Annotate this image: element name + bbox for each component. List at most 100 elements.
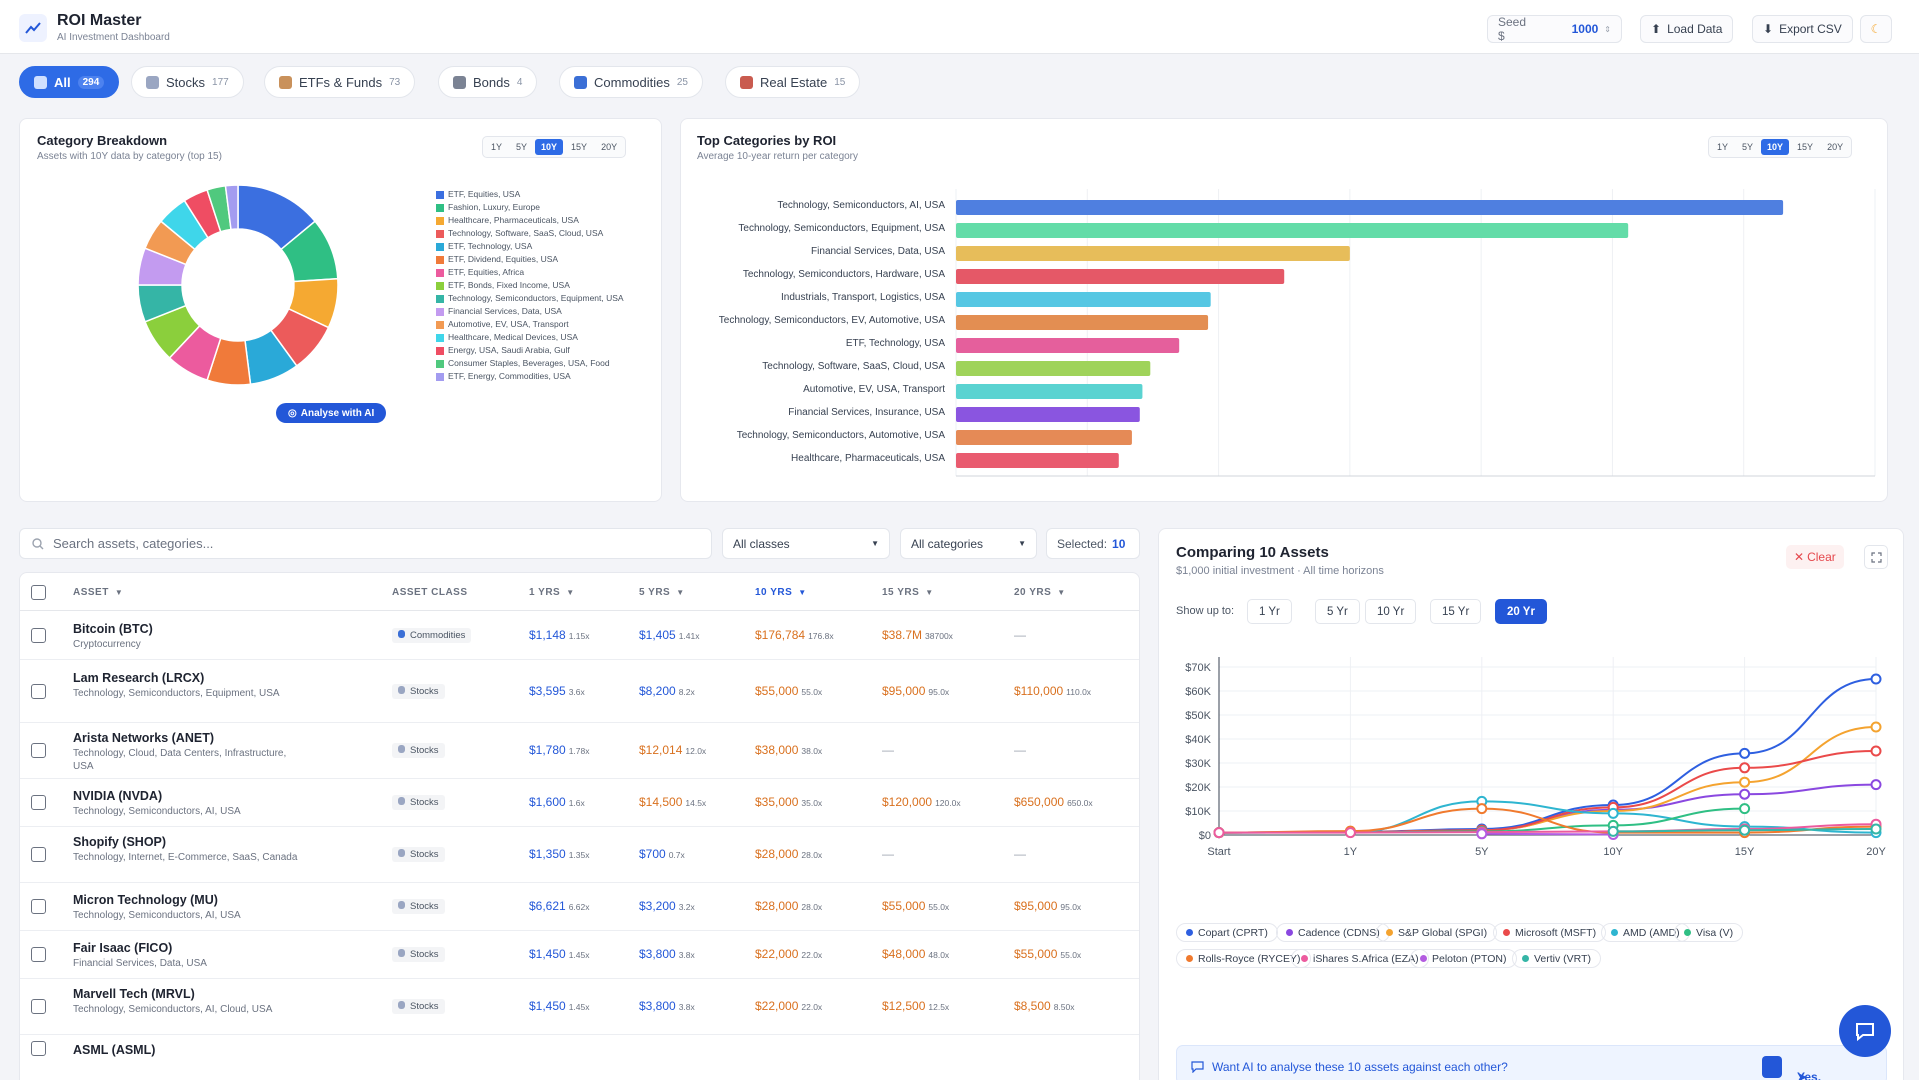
roi-bar[interactable]: [956, 407, 1140, 422]
expand-button[interactable]: [1864, 545, 1888, 569]
table-row[interactable]: Micron Technology (MU) Technology, Semico…: [20, 883, 1139, 931]
table-row[interactable]: ASML (ASML): [20, 1035, 1139, 1080]
series-point[interactable]: [1870, 673, 1882, 685]
column-header[interactable]: 1 YRS ▼: [529, 587, 575, 598]
period-1y[interactable]: 1Y: [491, 142, 503, 152]
class-select[interactable]: All classes ▼: [722, 528, 890, 559]
roi-bar[interactable]: [956, 246, 1350, 261]
series-line[interactable]: [1219, 823, 1877, 834]
legend-chip[interactable]: S&P Global (SPGI): [1376, 923, 1498, 942]
series-line[interactable]: [1481, 832, 1614, 836]
search-input[interactable]: Search assets, categories...: [19, 528, 712, 559]
yes-analyse-button[interactable]: ➤Yes, analyse: [1762, 1056, 1821, 1080]
row-checkbox[interactable]: [31, 847, 46, 862]
column-header[interactable]: ASSET CLASS: [392, 587, 468, 598]
period-15y[interactable]: 15Y: [1797, 142, 1814, 152]
roi-bar[interactable]: [956, 361, 1151, 376]
roi-bar[interactable]: [956, 338, 1180, 353]
category-select[interactable]: All categories ▼: [900, 528, 1037, 559]
legend-chip[interactable]: Microsoft (MSFT): [1493, 923, 1607, 942]
period-5y[interactable]: 5Y: [516, 142, 528, 152]
asset-name[interactable]: Lam Research (LRCX): [73, 671, 205, 685]
roi-bar[interactable]: [956, 292, 1211, 307]
series-point[interactable]: [1739, 788, 1751, 800]
period-20y[interactable]: 20Y: [601, 142, 618, 152]
series-point[interactable]: [1870, 823, 1882, 835]
asset-name[interactable]: Shopify (SHOP): [73, 835, 167, 849]
asset-name[interactable]: Fair Isaac (FICO): [73, 941, 173, 955]
row-checkbox[interactable]: [31, 899, 46, 914]
series-point[interactable]: [1476, 803, 1488, 815]
series-line[interactable]: [1218, 783, 1877, 834]
series-point[interactable]: [1739, 803, 1751, 815]
column-header[interactable]: 10 YRS ▼: [755, 587, 807, 598]
tab-stocks[interactable]: Stocks 177: [131, 66, 244, 98]
asset-name[interactable]: ASML (ASML): [73, 1043, 156, 1057]
period-5y[interactable]: 5Y: [1742, 142, 1754, 152]
tab-all[interactable]: All 294: [19, 66, 120, 98]
horizon-15-yr[interactable]: 15 Yr: [1430, 599, 1482, 624]
legend-chip[interactable]: iShares S.Africa (EZA): [1291, 949, 1429, 968]
series-point[interactable]: [1739, 747, 1751, 759]
asset-name[interactable]: Marvell Tech (MRVL): [73, 987, 195, 1001]
column-header[interactable]: ASSET ▼: [73, 587, 123, 598]
legend-chip[interactable]: Visa (V): [1674, 923, 1744, 942]
legend-chip[interactable]: Rolls-Royce (RYCEY): [1176, 949, 1311, 968]
tab-bonds[interactable]: Bonds 4: [438, 66, 538, 98]
row-checkbox[interactable]: [31, 795, 46, 810]
roi-bar[interactable]: [956, 269, 1285, 284]
load-data-button[interactable]: ⬆ Load Data: [1640, 15, 1734, 43]
seed-value[interactable]: 1000: [1571, 22, 1599, 36]
roi-bar[interactable]: [956, 384, 1143, 399]
roi-bar[interactable]: [956, 430, 1132, 445]
column-header[interactable]: 15 YRS ▼: [882, 587, 934, 598]
table-row[interactable]: Arista Networks (ANET) Technology, Cloud,…: [20, 723, 1139, 779]
roi-bar[interactable]: [956, 453, 1119, 468]
series-point[interactable]: [1739, 824, 1751, 836]
series-point[interactable]: [1607, 825, 1619, 837]
row-checkbox[interactable]: [31, 743, 46, 758]
series-point[interactable]: [1739, 762, 1751, 774]
series-point[interactable]: [1739, 776, 1751, 788]
horizon-20-yr[interactable]: 20 Yr: [1495, 599, 1547, 624]
legend-chip[interactable]: Copart (CPRT): [1176, 923, 1278, 942]
tab-etfs-funds[interactable]: ETFs & Funds 73: [264, 66, 416, 98]
row-checkbox[interactable]: [31, 684, 46, 699]
legend-chip[interactable]: Peloton (PTON): [1410, 949, 1517, 968]
roi-bar[interactable]: [956, 223, 1629, 238]
period-20y[interactable]: 20Y: [1827, 142, 1844, 152]
row-checkbox[interactable]: [31, 999, 46, 1014]
series-point[interactable]: [1344, 827, 1356, 839]
column-header[interactable]: 20 YRS ▼: [1014, 587, 1066, 598]
asset-name[interactable]: Arista Networks (ANET): [73, 731, 214, 745]
row-checkbox[interactable]: [31, 628, 46, 643]
series-point[interactable]: [1607, 807, 1619, 819]
asset-name[interactable]: NVIDIA (NVDA): [73, 789, 163, 803]
series-point[interactable]: [1870, 779, 1882, 791]
row-checkbox[interactable]: [31, 947, 46, 962]
donut-slice[interactable]: [224, 184, 239, 231]
tab-real-estate[interactable]: Real Estate 15: [725, 66, 861, 98]
table-row[interactable]: Marvell Tech (MRVL) Technology, Semicondu…: [20, 979, 1139, 1035]
period-10y[interactable]: 10Y: [1761, 139, 1790, 155]
legend-chip[interactable]: Vertiv (VRT): [1512, 949, 1601, 968]
stepper-icon[interactable]: ⇕: [1604, 24, 1611, 34]
series-point[interactable]: [1476, 828, 1488, 840]
table-row[interactable]: Lam Research (LRCX) Technology, Semicondu…: [20, 660, 1139, 723]
period-1y[interactable]: 1Y: [1717, 142, 1729, 152]
analyse-with-ai-button[interactable]: ◎ Analyse with AI: [276, 403, 387, 423]
horizon-1-yr[interactable]: 1 Yr: [1247, 599, 1292, 624]
series-point[interactable]: [1213, 827, 1225, 839]
roi-bar[interactable]: [956, 200, 1784, 215]
period-10y[interactable]: 10Y: [535, 139, 564, 155]
table-row[interactable]: NVIDIA (NVDA) Technology, Semiconductors,…: [20, 779, 1139, 827]
seed-input[interactable]: Seed $ 1000 ⇕: [1487, 15, 1622, 43]
tab-commodities[interactable]: Commodities 25: [559, 66, 703, 98]
table-row[interactable]: Shopify (SHOP) Technology, Internet, E-Co…: [20, 827, 1139, 883]
series-point[interactable]: [1870, 745, 1882, 757]
select-all-checkbox[interactable]: [31, 585, 46, 600]
theme-toggle-button[interactable]: ☾: [1860, 15, 1892, 43]
export-csv-button[interactable]: ⬇ Export CSV: [1752, 15, 1853, 43]
series-line[interactable]: [1218, 678, 1877, 834]
row-checkbox[interactable]: [31, 1041, 46, 1056]
